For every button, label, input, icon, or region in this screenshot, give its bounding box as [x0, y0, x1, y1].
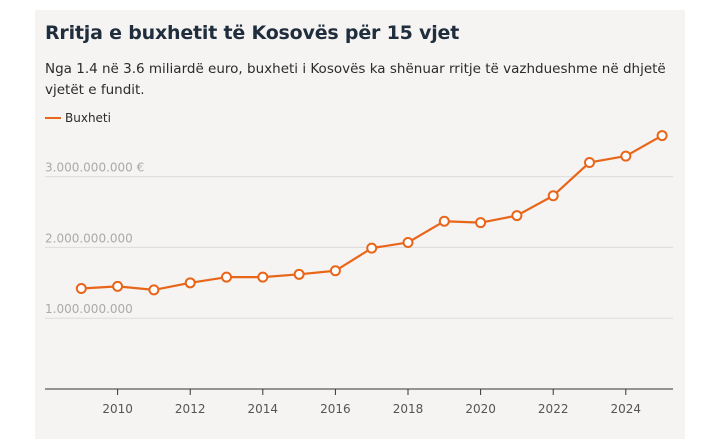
x-tick-label: 2016 — [320, 402, 351, 416]
data-point — [148, 284, 160, 296]
chart-legend: Buxheti — [45, 111, 111, 125]
y-tick-label: 1.000.000.000 — [45, 302, 133, 316]
y-axis-tick-labels: 1.000.000.000 2.000.000.000 3.000.000.000 … — [45, 161, 144, 317]
data-point — [75, 282, 87, 294]
chart-subtitle: Nga 1.4 në 3.6 miliardë euro, buxheti i … — [45, 61, 666, 98]
legend-label-buxheti: Buxheti — [65, 111, 111, 125]
data-point — [257, 271, 269, 283]
data-point — [511, 210, 523, 222]
x-tick-label: 2010 — [102, 402, 133, 416]
data-point — [112, 280, 124, 292]
data-point — [584, 156, 596, 168]
x-tick-label: 2014 — [248, 402, 279, 416]
x-axis — [45, 388, 673, 395]
data-point — [475, 217, 487, 229]
data-point — [221, 271, 233, 283]
x-tick-label: 2012 — [175, 402, 206, 416]
x-tick-label: 2018 — [393, 402, 424, 416]
data-point — [620, 150, 632, 162]
y-tick-label: 3.000.000.000 € — [45, 161, 144, 175]
data-point — [293, 268, 305, 280]
series-line-buxheti — [81, 134, 663, 291]
grid-lines — [45, 176, 673, 319]
x-tick-label: 2024 — [611, 402, 642, 416]
series-buxheti — [75, 130, 668, 296]
data-point — [329, 265, 341, 277]
data-point — [366, 242, 378, 254]
x-axis-tick-labels: 2010 2012 2014 2016 2018 2020 2022 2024 — [102, 402, 641, 416]
data-point — [656, 130, 668, 142]
line-chart: 1.000.000.000 2.000.000.000 3.000.000.000 … — [45, 130, 673, 416]
x-tick-label: 2022 — [538, 402, 569, 416]
data-point — [547, 190, 559, 202]
data-point — [438, 215, 450, 227]
data-point — [402, 236, 414, 248]
chart-card: Rritja e buxhetit të Kosovës për 15 vjet… — [35, 10, 685, 439]
data-point — [184, 277, 196, 289]
x-tick-label: 2020 — [465, 402, 496, 416]
y-tick-label: 2.000.000.000 — [45, 231, 133, 245]
chart-title: Rritja e buxhetit të Kosovës për 15 vjet — [45, 22, 460, 44]
legend-swatch-buxheti — [45, 117, 61, 119]
